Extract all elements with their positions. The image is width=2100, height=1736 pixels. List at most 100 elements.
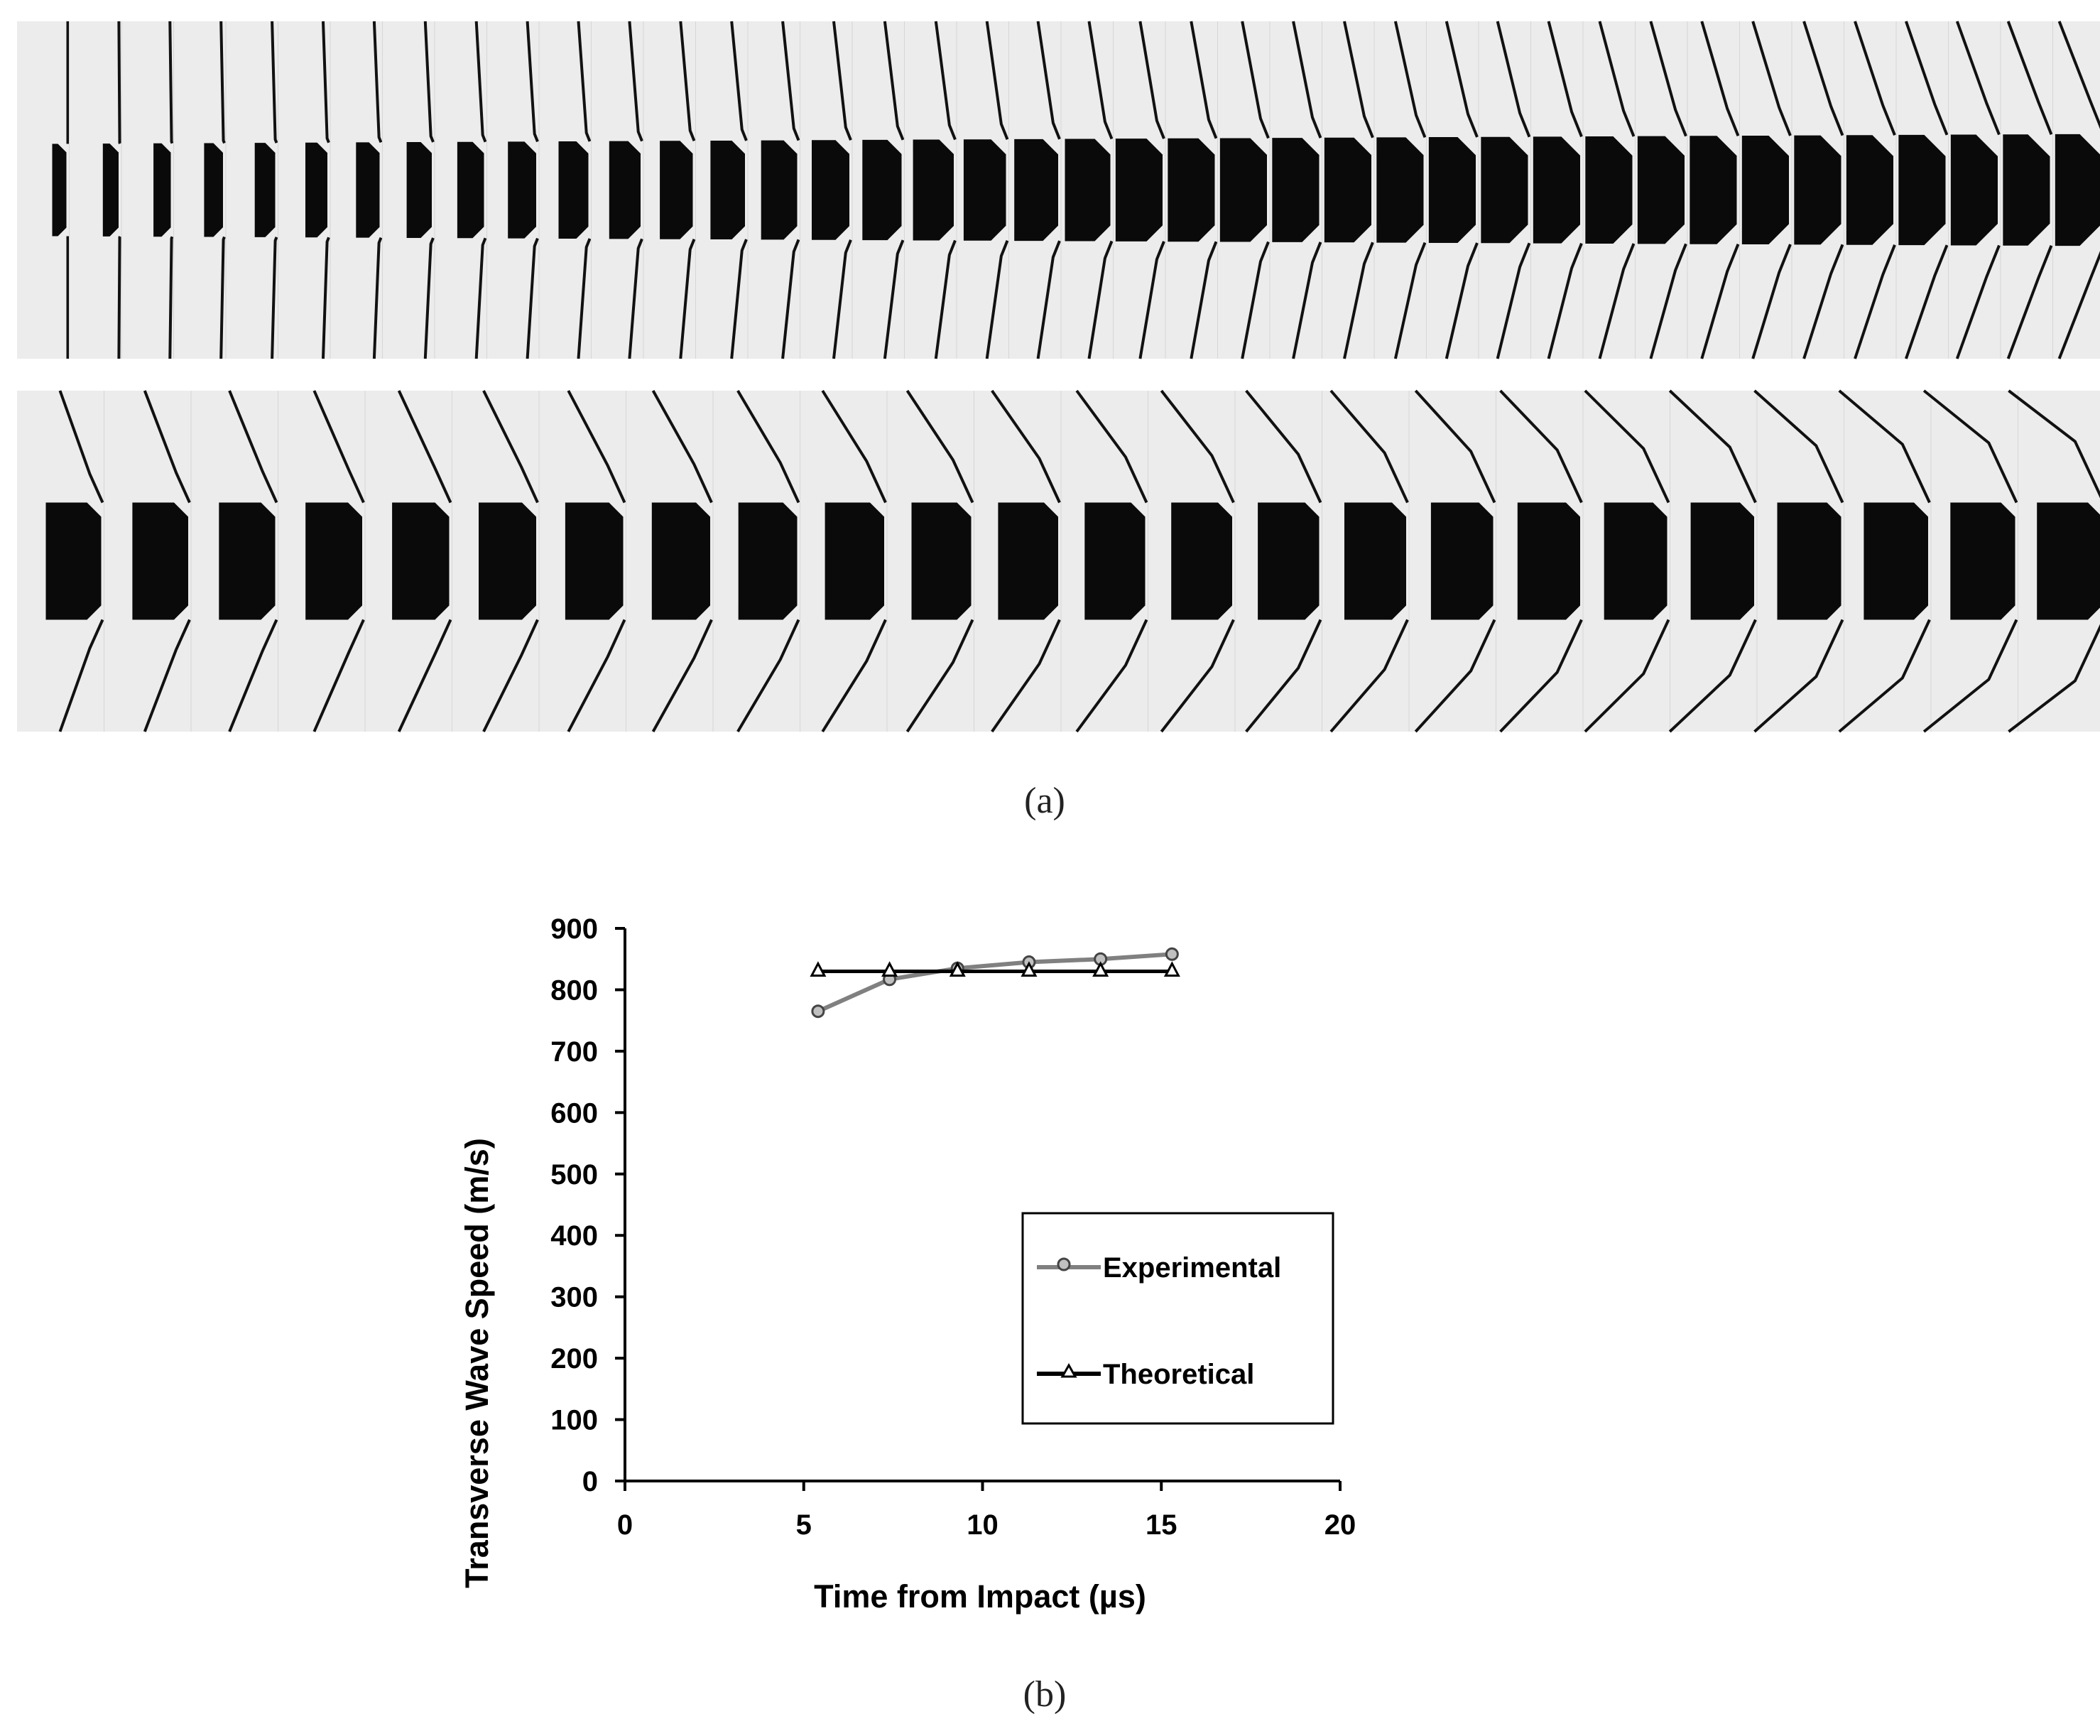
- yarn-line: [1905, 21, 1949, 359]
- projectile: [913, 139, 954, 241]
- photo-frame: [1922, 389, 2018, 733]
- yarn-line: [905, 389, 974, 733]
- data-point: [1165, 947, 1179, 961]
- yarn-line: [651, 390, 713, 732]
- yarn-line: [1245, 389, 1322, 733]
- yarn-line: [1160, 389, 1235, 733]
- photo-frame: [173, 21, 226, 359]
- yarn-line: [985, 21, 1009, 359]
- projectile: [1533, 136, 1580, 244]
- data-point: [1163, 961, 1180, 977]
- projectile: [132, 502, 188, 620]
- panel-a-caption: (a): [1024, 781, 1065, 821]
- yarn-line: [1075, 389, 1148, 733]
- series-line: [817, 952, 1173, 1014]
- photo-frame: [278, 390, 365, 732]
- y-tick-label: 900: [550, 913, 598, 945]
- panel-b-caption: (b): [1023, 1674, 1067, 1715]
- projectile: [1168, 138, 1215, 242]
- projectile: [45, 502, 102, 620]
- yarn-line: [1547, 21, 1583, 359]
- series-theoretical: [810, 961, 1180, 977]
- photo-frame: [695, 21, 748, 359]
- yarn-line: [1445, 21, 1479, 359]
- data-point: [1021, 961, 1038, 977]
- yarn-line: [1854, 21, 1896, 359]
- projectile: [565, 502, 624, 620]
- photo-frame: [52, 21, 70, 359]
- projectile: [1376, 137, 1424, 243]
- projectile: [1777, 502, 1841, 620]
- yarn-line: [1598, 21, 1636, 359]
- yarn-line: [1036, 21, 1061, 359]
- yarn-line: [821, 389, 887, 733]
- yarn-line: [482, 390, 539, 732]
- projectile: [1084, 502, 1146, 620]
- data-point: [811, 1004, 825, 1019]
- yarn-line: [883, 21, 905, 359]
- photo-frame: [1635, 21, 1687, 359]
- projectile: [305, 502, 362, 620]
- y-tick-label: 300: [550, 1282, 598, 1313]
- photo-frame: [626, 390, 713, 732]
- photo-frame: [1408, 389, 1496, 733]
- projectile: [710, 140, 745, 240]
- projectile: [2037, 502, 2100, 620]
- series-experimental: [811, 947, 1179, 1019]
- photo-frame: [190, 390, 278, 732]
- photo-frame: [452, 390, 539, 732]
- projectile: [254, 143, 276, 237]
- y-tick-label: 600: [550, 1097, 598, 1129]
- projectile: [998, 502, 1058, 620]
- photo-frame: [1322, 21, 1374, 359]
- projectile: [392, 502, 450, 620]
- photo-frame: [1582, 389, 1670, 733]
- projectile: [2055, 134, 2100, 246]
- yarn-line: [736, 389, 800, 733]
- projectile: [609, 141, 641, 239]
- photo-frame: [1165, 21, 1218, 359]
- y-tick-label: 800: [550, 975, 598, 1006]
- projectile: [1517, 502, 1580, 620]
- projectile: [406, 142, 432, 238]
- photo-frame: [1113, 21, 1165, 359]
- yarn-line: [567, 390, 626, 732]
- y-axis-ticks: 0 100 200 300 400 500 600 700 800 900: [550, 913, 625, 1497]
- yarn-line: [271, 21, 278, 359]
- projectile: [1864, 502, 1928, 620]
- x-tick-label: 10: [967, 1509, 999, 1541]
- photo-frame: [2008, 389, 2100, 733]
- photo-frame: [278, 21, 330, 359]
- yarn-line: [679, 21, 696, 359]
- photo-frame: [1322, 389, 1409, 733]
- photo-strip-top: [17, 21, 2100, 359]
- projectile: [651, 502, 710, 620]
- photo-frame: [1217, 21, 1270, 359]
- projectile: [558, 141, 589, 239]
- yarn-line: [322, 21, 330, 359]
- projectile: [52, 143, 67, 237]
- yarn-line: [1190, 21, 1218, 359]
- projectile: [1219, 138, 1267, 242]
- yarn-line: [312, 390, 365, 732]
- photo-frame: [712, 389, 800, 733]
- yarn-line: [934, 21, 957, 359]
- data-point: [949, 961, 966, 977]
- y-tick-label: 700: [550, 1036, 598, 1068]
- data-point: [1092, 961, 1109, 977]
- y-axis-title: Transverse Wave Speed (m/s): [459, 1138, 495, 1588]
- x-tick-label: 20: [1324, 1509, 1356, 1541]
- projectile: [1065, 139, 1111, 242]
- yarn-line: [1393, 21, 1427, 359]
- data-point: [810, 961, 827, 977]
- projectile: [1950, 502, 2015, 620]
- yarn-line: [1700, 21, 1740, 359]
- y-tick-label: 500: [550, 1159, 598, 1190]
- high-speed-photo-sequence: [17, 21, 2100, 733]
- projectile: [963, 139, 1006, 241]
- photo-frame: [121, 21, 174, 359]
- photo-frame: [643, 21, 696, 359]
- projectile: [1481, 136, 1528, 244]
- photo-frame: [1148, 389, 1235, 733]
- photo-frame: [1753, 389, 1844, 733]
